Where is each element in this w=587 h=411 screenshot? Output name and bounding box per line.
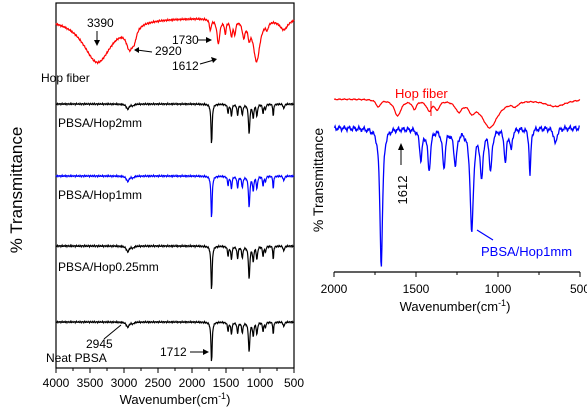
annotation-1712-arrowhead (203, 349, 209, 355)
right-x-tick-label: 1500 (403, 282, 430, 296)
annotation-2945: 2945 (86, 337, 113, 351)
left-x-tick-label: 2000 (179, 376, 206, 390)
right-series-label-pbsa-hop1mm: PBSA/Hop1mm (481, 244, 572, 259)
left-x-tick-label: 3000 (111, 376, 138, 390)
series-label-pbsa-hop2mm: PBSA/Hop2mm (58, 116, 142, 130)
annotation-1712: 1712 (160, 345, 187, 359)
series-label-neat-pbsa: Neat PBSA (46, 351, 107, 365)
left-x-tick-label: 500 (284, 376, 304, 390)
left-x-tick-label: 1500 (213, 376, 240, 390)
right-x-ticks: 2000 1500 1000 500 (321, 272, 587, 296)
annotation-1730-arrowhead (206, 37, 212, 43)
annotation-1612-arrow (199, 59, 215, 65)
pbsa-hop025mm-curve (55, 243, 295, 289)
annotation-1730: 1730 (172, 33, 199, 47)
annotation-2945-arrow (103, 324, 122, 340)
left-x-axis-title: Wavenumber(cm-1) (120, 391, 231, 407)
series-label-pbsa-hop1mm: PBSA/Hop1mm (58, 188, 142, 202)
right-y-axis-title: % Transmittance (310, 128, 326, 232)
right-x-tick-label: 500 (570, 282, 587, 296)
left-y-axis-title: % Transmittance (7, 127, 26, 254)
series-label-hop-fiber: Hop fiber (41, 71, 90, 85)
right-x-axis-title: Wavenumber(cm-1) (400, 298, 511, 314)
hop-fiber-curve (55, 16, 295, 65)
right-hop-fiber-curve (333, 98, 581, 129)
annotation-2920-arrow (136, 49, 153, 53)
annotation-2920: 2920 (155, 44, 182, 58)
left-x-tick-label: 4000 (43, 376, 70, 390)
right-annotation-1612: 1612 (395, 176, 410, 205)
left-chart: 4000 3500 3000 2500 2000 1500 1000 500 % Transm… (7, 2, 304, 407)
left-x-tick-label: 3500 (77, 376, 104, 390)
right-pbsa-hop1mm-curve (333, 123, 580, 267)
right-chart: 2000 1500 1000 500 % Transmittance Wavenumb… (310, 86, 587, 314)
right-annotation-1612-arrowhead (398, 143, 404, 150)
annotation-1612-arrowhead (211, 57, 217, 63)
annotation-3390: 3390 (87, 16, 114, 30)
neat-pbsa-curve (55, 319, 295, 362)
right-x-tick-label: 1000 (485, 282, 512, 296)
right-x-tick-label: 2000 (321, 282, 348, 296)
pbsa-hop1mm-curve (55, 173, 295, 218)
right-curves (333, 98, 581, 267)
pbsa-hop2mm-curve (55, 101, 295, 144)
annotation-3390-arrowhead (94, 40, 100, 46)
annotation-1612: 1612 (172, 59, 199, 73)
left-x-tick-label: 1000 (247, 376, 274, 390)
pbsa-hop1mm-label-pointer (476, 229, 494, 241)
left-x-tick-label: 2500 (145, 376, 172, 390)
left-x-ticks: 4000 3500 3000 2500 2000 1500 1000 500 (43, 368, 304, 390)
right-series-label-hop-fiber: Hop fiber (395, 86, 448, 101)
left-curves (55, 16, 295, 362)
series-label-pbsa-hop025mm: PBSA/Hop0.25mm (58, 260, 159, 274)
annotation-2920-arrowhead (134, 47, 139, 53)
